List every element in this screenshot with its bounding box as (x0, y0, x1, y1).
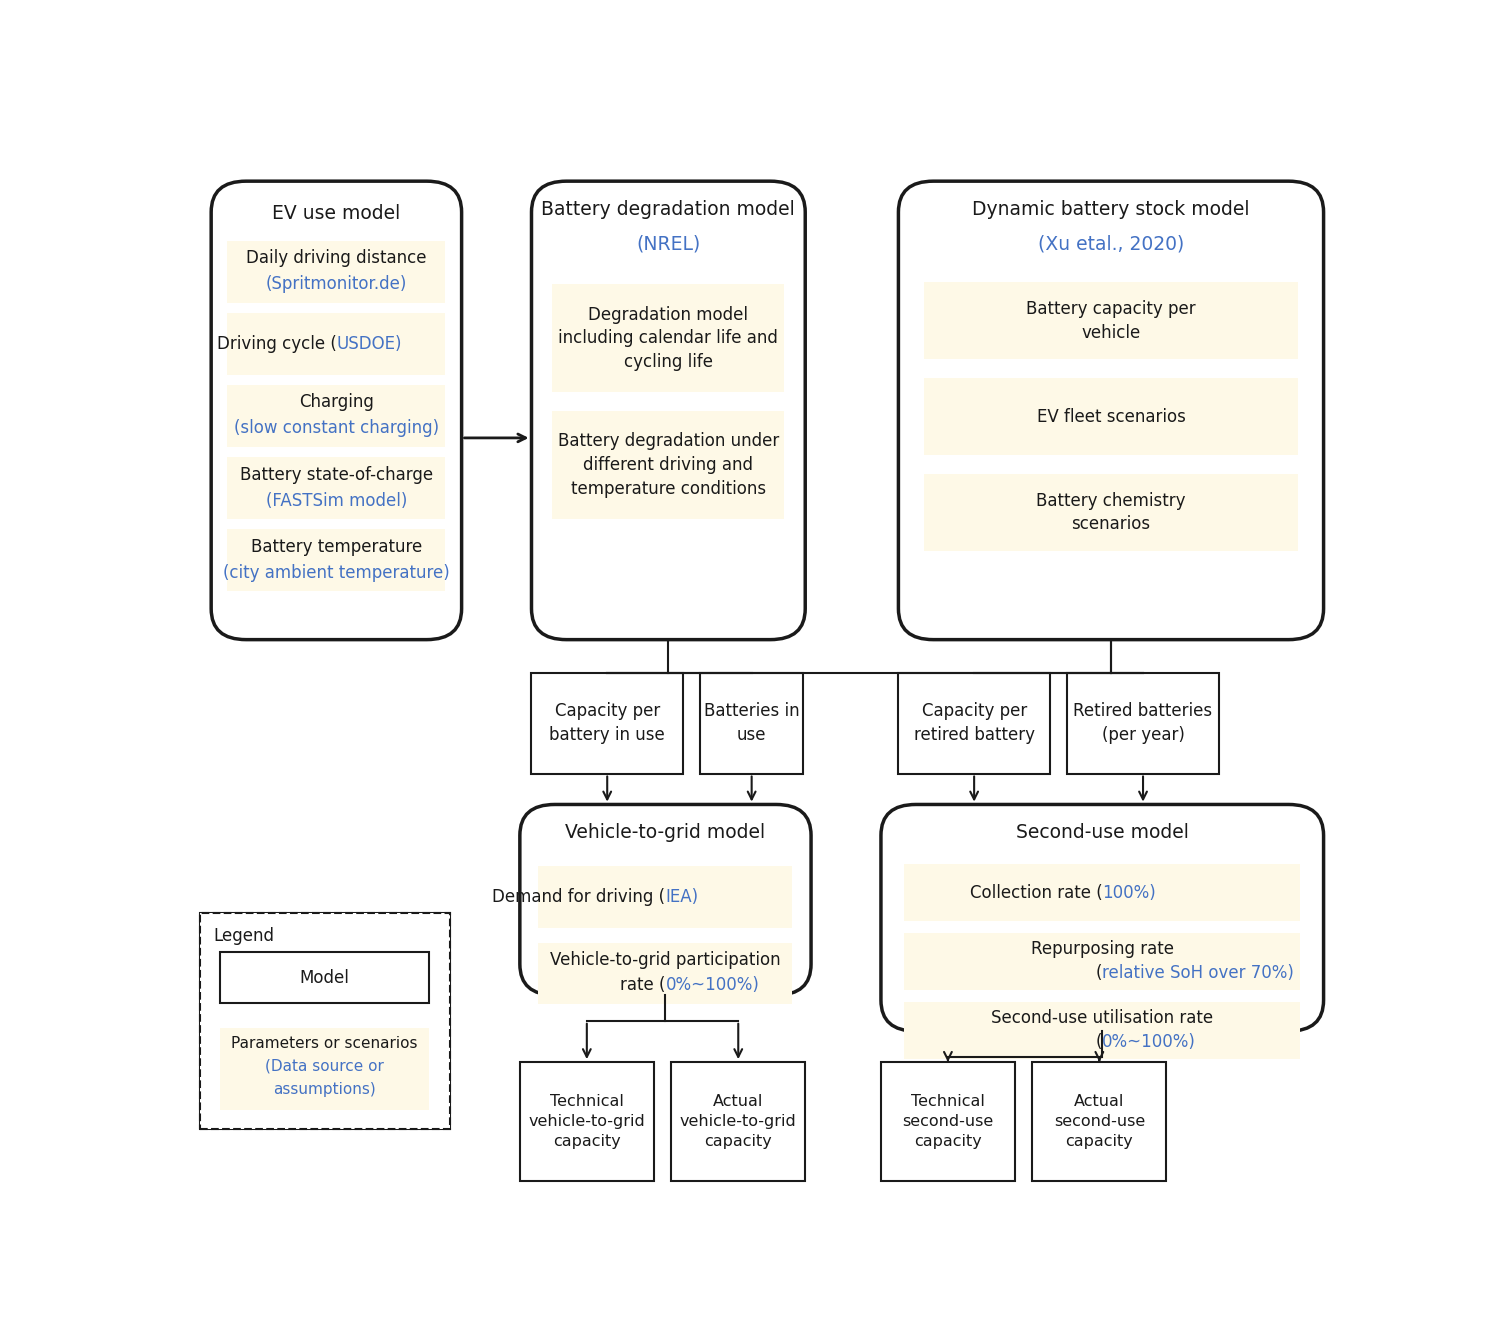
FancyBboxPatch shape (924, 377, 1299, 455)
Text: (Spritmonitor.de): (Spritmonitor.de) (266, 276, 407, 293)
FancyBboxPatch shape (538, 942, 792, 1005)
Text: 100%): 100%) (1102, 883, 1156, 902)
Text: Charging: Charging (299, 393, 374, 412)
Text: (: ( (1096, 1033, 1102, 1050)
Bar (200, 913, 449, 1129)
Text: Dynamic battery stock model: Dynamic battery stock model (972, 199, 1250, 218)
Text: Daily driving distance: Daily driving distance (246, 249, 427, 268)
FancyBboxPatch shape (520, 1062, 654, 1180)
Text: Demand for driving (: Demand for driving ( (493, 888, 666, 906)
Text: Vehicle-to-grid participation: Vehicle-to-grid participation (550, 951, 780, 969)
FancyBboxPatch shape (227, 530, 445, 591)
FancyBboxPatch shape (227, 385, 445, 447)
FancyBboxPatch shape (924, 282, 1299, 360)
Text: Capacity per
retired battery: Capacity per retired battery (914, 702, 1034, 744)
Text: Actual
vehicle-to-grid
capacity: Actual vehicle-to-grid capacity (679, 1094, 797, 1148)
Text: (FASTSim model): (FASTSim model) (266, 491, 407, 510)
FancyBboxPatch shape (881, 804, 1324, 1032)
FancyBboxPatch shape (672, 1062, 806, 1180)
Text: Technical
second-use
capacity: Technical second-use capacity (902, 1094, 993, 1148)
Text: 0%~100%): 0%~100%) (1102, 1033, 1196, 1050)
Text: relative SoH over 70%): relative SoH over 70%) (1102, 963, 1294, 982)
FancyBboxPatch shape (905, 1002, 1300, 1058)
Text: (Xu etal., 2020): (Xu etal., 2020) (1039, 234, 1184, 254)
FancyBboxPatch shape (227, 313, 445, 375)
FancyBboxPatch shape (200, 913, 449, 1129)
FancyBboxPatch shape (553, 411, 785, 519)
Text: 0%~100%): 0%~100%) (666, 975, 759, 994)
FancyBboxPatch shape (227, 458, 445, 519)
Text: USDOE): USDOE) (337, 334, 401, 353)
FancyBboxPatch shape (553, 284, 785, 392)
Text: IEA): IEA) (666, 888, 699, 906)
FancyBboxPatch shape (227, 241, 445, 302)
Text: Battery state-of-charge: Battery state-of-charge (240, 466, 433, 483)
FancyBboxPatch shape (899, 181, 1324, 640)
Text: Model: Model (299, 969, 350, 986)
Text: Second-use utilisation rate: Second-use utilisation rate (990, 1009, 1213, 1028)
Text: Battery degradation model: Battery degradation model (541, 199, 795, 218)
Text: assumptions): assumptions) (274, 1082, 376, 1097)
FancyBboxPatch shape (899, 673, 1049, 773)
Text: (: ( (1096, 963, 1102, 982)
Text: Battery capacity per
vehicle: Battery capacity per vehicle (1027, 300, 1196, 341)
Text: Capacity per
battery in use: Capacity per battery in use (549, 702, 666, 744)
FancyBboxPatch shape (210, 181, 461, 640)
FancyBboxPatch shape (924, 474, 1299, 551)
Text: Retired batteries
(per year): Retired batteries (per year) (1073, 702, 1213, 744)
Text: Vehicle-to-grid model: Vehicle-to-grid model (565, 823, 765, 842)
Text: EV fleet scenarios: EV fleet scenarios (1037, 408, 1186, 425)
Text: Second-use model: Second-use model (1016, 823, 1189, 842)
Text: (Data source or: (Data source or (266, 1058, 385, 1073)
FancyBboxPatch shape (532, 181, 806, 640)
FancyBboxPatch shape (1033, 1062, 1166, 1180)
Text: Battery chemistry
scenarios: Battery chemistry scenarios (1036, 491, 1186, 534)
FancyBboxPatch shape (700, 673, 803, 773)
Text: Parameters or scenarios: Parameters or scenarios (231, 1036, 418, 1050)
Text: (slow constant charging): (slow constant charging) (234, 419, 439, 438)
Text: Batteries in
use: Batteries in use (703, 702, 800, 744)
FancyBboxPatch shape (221, 951, 428, 1004)
FancyBboxPatch shape (905, 864, 1300, 921)
Text: Actual
second-use
capacity: Actual second-use capacity (1054, 1094, 1145, 1148)
Text: rate (: rate ( (621, 975, 666, 994)
Text: Collection rate (: Collection rate ( (969, 883, 1102, 902)
FancyBboxPatch shape (538, 866, 792, 929)
Text: (NREL): (NREL) (636, 234, 700, 254)
FancyBboxPatch shape (532, 673, 682, 773)
FancyBboxPatch shape (1067, 673, 1219, 773)
Text: Legend: Legend (213, 927, 275, 945)
Text: EV use model: EV use model (272, 203, 400, 223)
Text: Battery temperature: Battery temperature (251, 538, 422, 555)
FancyBboxPatch shape (881, 1062, 1015, 1180)
Text: Battery degradation under
different driving and
temperature conditions: Battery degradation under different driv… (558, 432, 779, 498)
Text: Technical
vehicle-to-grid
capacity: Technical vehicle-to-grid capacity (529, 1094, 645, 1148)
FancyBboxPatch shape (905, 934, 1300, 990)
Text: Repurposing rate: Repurposing rate (1031, 941, 1174, 958)
FancyBboxPatch shape (520, 804, 812, 995)
Text: (city ambient temperature): (city ambient temperature) (222, 563, 449, 582)
Text: Driving cycle (: Driving cycle ( (216, 334, 337, 353)
Text: Degradation model
including calendar life and
cycling life: Degradation model including calendar lif… (559, 305, 779, 371)
FancyBboxPatch shape (221, 1028, 428, 1111)
